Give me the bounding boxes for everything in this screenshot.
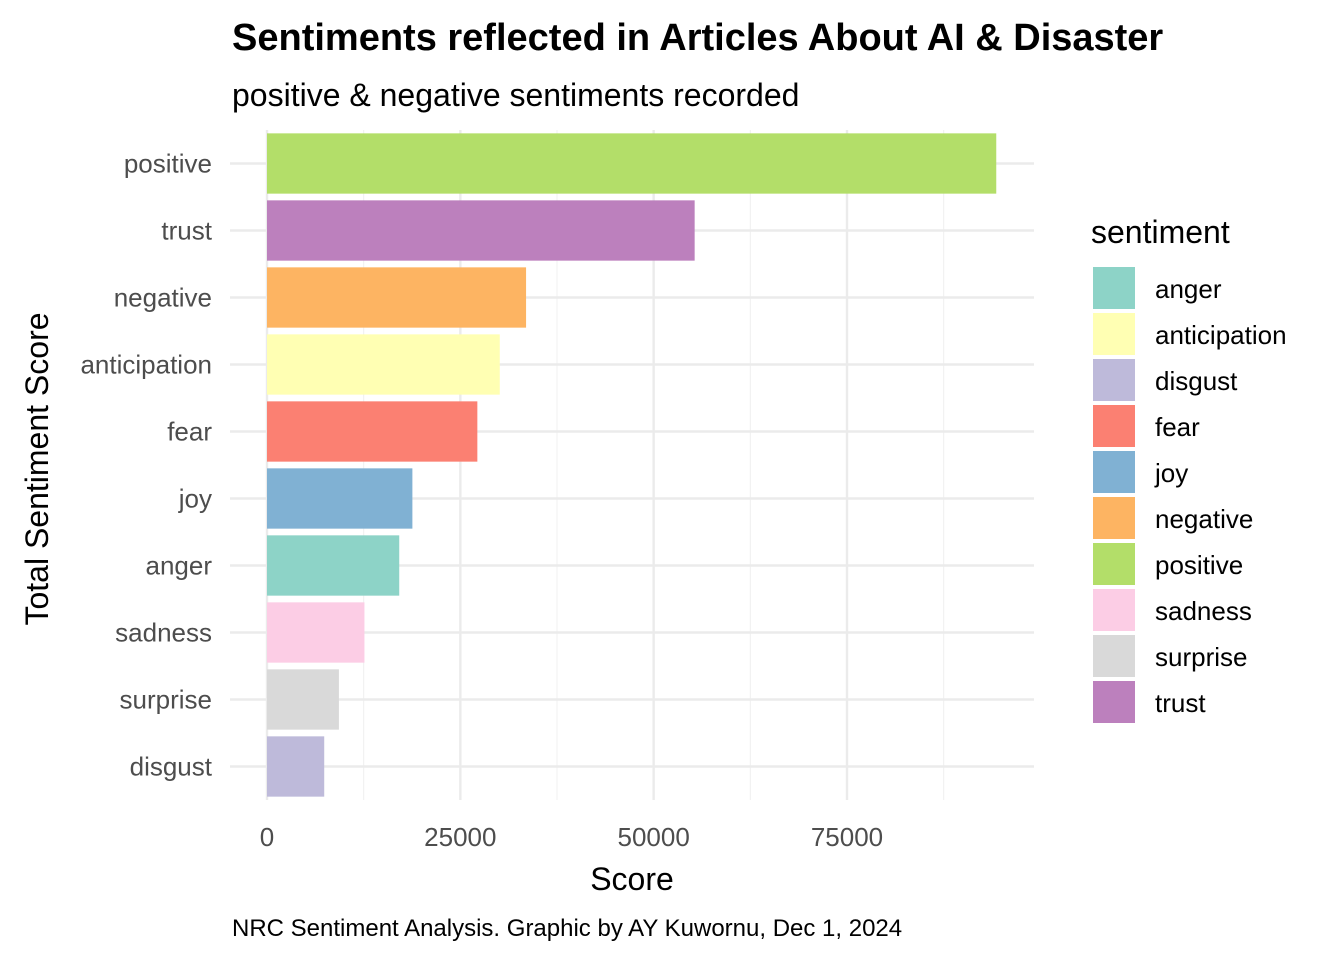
legend-swatch-fear (1093, 405, 1135, 447)
legend-swatch-disgust (1093, 359, 1135, 401)
legend-swatch-negative (1093, 497, 1135, 539)
legend-swatch-joy (1093, 451, 1135, 493)
legend-label-negative: negative (1155, 504, 1253, 534)
y-tick-label-sadness: sadness (115, 618, 212, 648)
legend-title: sentiment (1091, 214, 1230, 250)
legend-label-fear: fear (1155, 412, 1200, 442)
chart-subtitle: positive & negative sentiments recorded (232, 77, 799, 113)
y-tick-label-positive: positive (124, 149, 212, 179)
y-tick-label-anger: anger (146, 551, 213, 581)
legend-swatch-anticipation (1093, 313, 1135, 355)
legend-swatch-positive (1093, 543, 1135, 585)
bar-positive (267, 133, 997, 194)
x-tick-label: 50000 (618, 822, 690, 852)
y-tick-label-surprise: surprise (120, 685, 212, 715)
legend-swatch-surprise (1093, 635, 1135, 677)
legend-label-trust: trust (1155, 688, 1206, 718)
bar-negative (267, 267, 527, 328)
bar-joy (267, 468, 413, 529)
chart-caption: NRC Sentiment Analysis. Graphic by AY Ku… (232, 915, 902, 942)
x-tick-label: 25000 (424, 822, 496, 852)
legend: anger anticipation disgust fear joy negative p… (1093, 267, 1287, 723)
bar-trust (267, 200, 695, 261)
y-tick-label-fear: fear (167, 417, 212, 447)
y-tick-label-negative: negative (114, 283, 212, 313)
bar-fear (267, 401, 478, 462)
x-tick-label: 0 (260, 822, 274, 852)
bar-anticipation (267, 334, 500, 395)
legend-swatch-trust (1093, 681, 1135, 723)
y-tick-label-anticipation: anticipation (80, 350, 212, 380)
y-tick-label-trust: trust (161, 216, 212, 246)
legend-label-joy: joy (1154, 458, 1188, 488)
x-tick-labels: 0 25000 50000 75000 (260, 822, 883, 852)
chart-title: Sentiments reflected in Articles About A… (232, 17, 1163, 59)
bars (267, 133, 997, 797)
y-axis-title: Total Sentiment Score (19, 312, 55, 625)
legend-label-anger: anger (1155, 274, 1222, 304)
legend-label-disgust: disgust (1155, 366, 1238, 396)
legend-label-positive: positive (1155, 550, 1243, 580)
y-tick-labels: positive trust negative anticipation fear joy… (80, 149, 212, 782)
legend-label-surprise: surprise (1155, 642, 1247, 672)
legend-label-anticipation: anticipation (1155, 320, 1287, 350)
bar-disgust (267, 736, 325, 797)
x-axis-title: Score (590, 861, 674, 897)
bar-anger (267, 535, 400, 596)
bar-surprise (267, 669, 339, 730)
x-tick-label: 75000 (811, 822, 883, 852)
bar-sadness (267, 602, 365, 663)
legend-swatch-sadness (1093, 589, 1135, 631)
legend-label-sadness: sadness (1155, 596, 1252, 626)
y-tick-label-disgust: disgust (130, 752, 213, 782)
legend-swatch-anger (1093, 267, 1135, 309)
y-tick-label-joy: joy (178, 484, 212, 514)
